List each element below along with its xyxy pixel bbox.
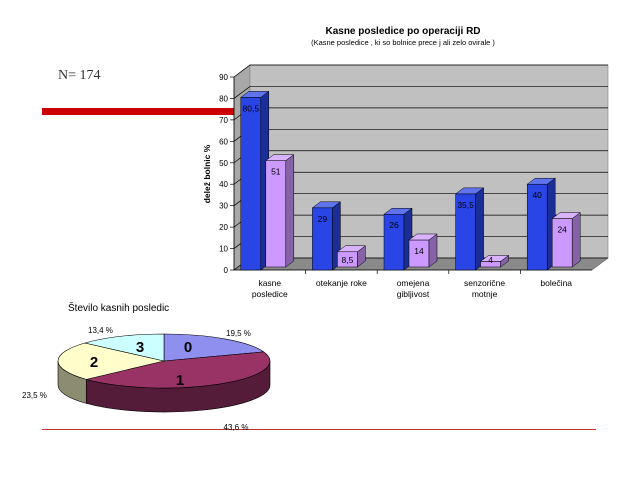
- y-tick-label: 60: [219, 137, 228, 146]
- y-tick-label: 0: [224, 266, 229, 275]
- y-tick-label: 90: [219, 73, 228, 82]
- bar-top: [479, 255, 510, 262]
- y-axis-label: delež bolnic %: [202, 144, 212, 203]
- bar-data-label: 8,5: [341, 255, 353, 265]
- x-tick-label: motnje: [472, 289, 498, 299]
- bar-chart-subtitle: (Kasne posledice , ki so bolnice prece j…: [311, 38, 495, 47]
- pie-slice-label: 0: [184, 339, 192, 356]
- pie-percent-label: 19,5 %: [226, 329, 251, 338]
- x-tick-label: kasne: [258, 278, 281, 288]
- bottom-divider-line: [42, 429, 596, 430]
- bar-data-label: 29: [318, 214, 328, 224]
- bar: 4: [479, 254, 510, 268]
- y-tick-label: 10: [219, 245, 228, 254]
- y-tick-label: 40: [219, 180, 228, 189]
- x-tick-label: senzorične: [464, 278, 505, 288]
- pie-slice-label: 3: [136, 339, 144, 356]
- bar: 35,5: [454, 187, 485, 271]
- x-tick-label: gibljivost: [397, 289, 430, 299]
- pie-percent-label: 23,5 %: [22, 391, 47, 400]
- bar-data-label: 24: [557, 225, 567, 235]
- bar-top: [551, 212, 581, 219]
- pie-slice-label: 2: [90, 354, 98, 371]
- gridline: [233, 86, 608, 99]
- pie-slice-label: 1: [176, 372, 184, 389]
- bar-top: [408, 233, 438, 241]
- x-tick-label: otekanje roke: [316, 278, 367, 288]
- pie-slice: [86, 351, 271, 389]
- bar-top: [311, 201, 342, 209]
- gridline: [233, 64, 608, 78]
- bar-data-label: 26: [389, 220, 399, 230]
- sample-size-label: N= 174: [58, 68, 101, 83]
- bar-data-label: 51: [271, 167, 281, 177]
- pie-slice: [163, 333, 265, 362]
- bar-top: [265, 154, 295, 161]
- y-tick-label: 80: [219, 94, 228, 103]
- bar: 14: [408, 233, 438, 268]
- accent-red-bar: [42, 108, 238, 115]
- y-tick-label: 70: [219, 116, 228, 125]
- bar-data-label: 35,5: [457, 200, 474, 210]
- bar-data-label: 80,5: [243, 103, 260, 113]
- pie-chart-title: Število kasnih posledic: [68, 303, 170, 314]
- bar-top: [526, 177, 556, 185]
- bar: 26: [383, 207, 413, 271]
- bar-top: [383, 207, 413, 215]
- bar-chart-title: Kasne posledice po operaciji RD: [325, 26, 480, 37]
- bar: 51: [265, 154, 295, 268]
- y-tick-label: 30: [219, 202, 228, 211]
- pie-percent-label: 13,4 %: [88, 326, 113, 335]
- pie-slice: [84, 333, 165, 362]
- pie-percent-label: 43,6 %: [224, 423, 249, 432]
- x-tick-label: posledice: [252, 289, 288, 299]
- y-tick-label: 20: [219, 223, 228, 232]
- bar-data-label: 14: [414, 246, 424, 256]
- bar: 29: [311, 201, 342, 271]
- pie-plot-area: 0 19,5 % 1 43,6 % 2 23,5 % 3 13,4 %: [22, 326, 271, 432]
- x-tick-label: bolečina: [540, 278, 572, 288]
- bar-top: [336, 245, 367, 253]
- bar-top: [240, 91, 270, 98]
- bar-data-label: 4: [488, 255, 493, 265]
- bar-data-label: 40: [532, 190, 542, 200]
- bar: 24: [551, 212, 581, 268]
- bar: 8,5: [336, 245, 367, 268]
- pie-slice: [57, 342, 165, 380]
- bar-top: [454, 187, 485, 195]
- x-tick-label: omejena: [397, 278, 430, 288]
- y-tick-label: 50: [219, 159, 228, 168]
- bar-chart: Kasne posledice po operaciji RD (Kasne p…: [202, 26, 609, 299]
